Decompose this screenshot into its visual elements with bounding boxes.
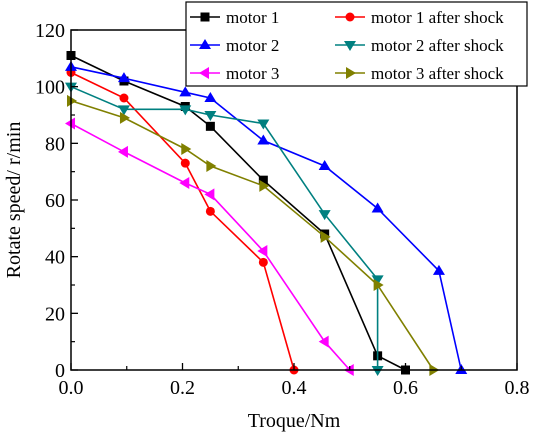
data-point — [371, 202, 384, 213]
legend-label: motor 1 after shock — [371, 8, 504, 27]
data-point — [258, 257, 268, 267]
y-tick-label: 0 — [55, 360, 65, 382]
x-axis-title: Troque/Nm — [248, 410, 341, 432]
series-line — [70, 85, 379, 370]
series-3 — [65, 60, 468, 374]
series-6 — [67, 94, 440, 376]
data-point — [318, 160, 331, 170]
data-point — [373, 279, 384, 291]
data-point — [371, 275, 384, 286]
data-point — [117, 145, 128, 158]
series-line — [70, 122, 351, 371]
x-tick-label: 0.6 — [393, 377, 418, 399]
y-tick-label: 120 — [35, 20, 65, 42]
data-point — [204, 92, 217, 102]
data-point — [179, 177, 190, 189]
series-layer — [65, 51, 468, 376]
legend-entry: motor 3 — [190, 64, 279, 83]
data-point — [259, 179, 270, 192]
legend-marker — [344, 41, 356, 51]
legend: motor 1 motor 1 after shock motor 2 motor 2… — [185, 1, 528, 87]
data-point — [205, 121, 215, 131]
data-point — [371, 366, 384, 376]
data-point — [67, 94, 77, 107]
legend-label: motor 1 — [226, 8, 279, 27]
y-tick-label: 60 — [45, 190, 65, 212]
legend-box — [185, 1, 528, 87]
data-point — [318, 210, 331, 221]
data-point — [65, 117, 75, 130]
y-axis-title: Rotate speed/ r/min — [3, 122, 25, 279]
y-tick-label: 100 — [35, 77, 65, 99]
data-point — [206, 160, 217, 172]
legend-entry: motor 1 after shock — [335, 8, 504, 27]
series-line — [70, 71, 295, 371]
legend-marker — [199, 67, 209, 79]
series-5 — [65, 117, 354, 376]
legend-marker — [200, 12, 210, 22]
x-tick-label: 0.0 — [59, 377, 84, 399]
legend-label: motor 3 after shock — [371, 64, 504, 83]
data-point — [117, 105, 130, 116]
legend-entry: motor 1 — [190, 8, 279, 27]
data-point — [258, 175, 268, 185]
data-point — [204, 111, 217, 121]
data-point — [432, 264, 445, 275]
x-tick-label: 0.8 — [505, 377, 530, 399]
data-point — [119, 93, 129, 103]
data-point — [318, 335, 329, 348]
data-point — [204, 188, 215, 201]
data-point — [257, 134, 270, 145]
data-point — [117, 72, 130, 83]
y-tick-label: 80 — [45, 133, 65, 155]
legend-entry: motor 2 after shock — [335, 36, 504, 55]
data-point — [179, 86, 192, 97]
y-tick-label: 40 — [45, 247, 65, 269]
data-point — [181, 143, 192, 155]
data-point — [179, 105, 192, 116]
legend-label: motor 2 — [226, 36, 279, 55]
series-4 — [65, 82, 384, 376]
x-tick-label: 0.4 — [282, 377, 307, 399]
legend-marker — [199, 39, 211, 49]
legend-label: motor 2 after shock — [371, 36, 504, 55]
data-point — [257, 119, 270, 130]
legend-label: motor 3 — [226, 64, 279, 83]
data-point — [205, 206, 215, 216]
legend-marker — [346, 67, 356, 79]
series-line — [70, 54, 406, 371]
legend-entry: motor 2 — [190, 36, 279, 55]
data-point — [320, 230, 331, 243]
series-1 — [66, 51, 410, 375]
ticks-layer: 0.0 0.2 0.4 0.6 0.8 0 20 40 60 80 100 120 — [35, 20, 530, 399]
data-point — [119, 111, 130, 124]
legend-entry: motor 3 after shock — [335, 64, 504, 83]
legend-marker — [345, 12, 355, 22]
series-line — [70, 100, 435, 371]
series-2 — [66, 68, 299, 375]
data-point — [180, 158, 190, 168]
x-tick-label: 0.2 — [170, 377, 195, 399]
y-tick-label: 20 — [45, 303, 65, 325]
data-point — [257, 245, 268, 257]
